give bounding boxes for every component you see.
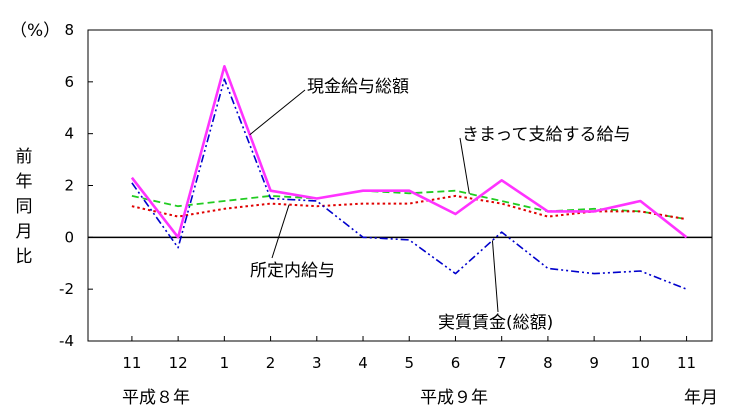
data-point bbox=[594, 273, 595, 274]
data-point bbox=[178, 247, 179, 248]
x-tick-label: 10 bbox=[631, 354, 650, 372]
series-annotation-3: 実質賃金(総額) bbox=[438, 313, 553, 333]
data-point bbox=[224, 208, 225, 209]
data-point bbox=[178, 216, 179, 217]
annotation-leader bbox=[249, 89, 306, 136]
data-point bbox=[547, 216, 548, 217]
data-point bbox=[131, 206, 132, 207]
data-point bbox=[224, 79, 225, 80]
data-point bbox=[455, 195, 456, 196]
data-point bbox=[270, 198, 271, 199]
data-point bbox=[640, 211, 641, 212]
data-point bbox=[409, 203, 410, 204]
data-point bbox=[363, 203, 364, 204]
year-label-h8: 平成８年 bbox=[122, 388, 190, 408]
data-point bbox=[178, 237, 179, 238]
series-line-1 bbox=[131, 189, 687, 221]
series-line-0 bbox=[130, 65, 688, 239]
data-point bbox=[270, 203, 271, 204]
x-tick-label: 5 bbox=[404, 354, 414, 372]
x-tick-label: 8 bbox=[543, 354, 553, 372]
annotation-leader bbox=[271, 204, 290, 259]
x-tick-label: 7 bbox=[497, 354, 507, 372]
data-point bbox=[270, 190, 271, 191]
data-point bbox=[455, 273, 456, 274]
annotation-leader bbox=[459, 137, 470, 194]
data-point bbox=[501, 180, 502, 181]
series-annotation-1: きまって支給する給与 bbox=[462, 125, 630, 145]
y-tick-label: 6 bbox=[64, 73, 74, 91]
data-point bbox=[501, 201, 502, 202]
x-tick-label: 12 bbox=[169, 354, 188, 372]
x-tick-label: 9 bbox=[589, 354, 599, 372]
x-tick-label: 1 bbox=[220, 354, 230, 372]
data-point bbox=[178, 206, 179, 207]
data-point bbox=[316, 201, 317, 202]
data-point bbox=[131, 177, 132, 178]
data-point bbox=[501, 232, 502, 233]
y-tick-label: -2 bbox=[59, 280, 74, 298]
x-tick-label: 4 bbox=[358, 354, 368, 372]
data-point bbox=[686, 289, 687, 290]
data-point bbox=[547, 211, 548, 212]
data-point bbox=[640, 271, 641, 272]
data-point bbox=[501, 203, 502, 204]
series-annotation-2: 所定内給与 bbox=[250, 261, 335, 281]
data-point bbox=[224, 66, 225, 67]
y-tick-label: 0 bbox=[64, 228, 74, 246]
x-tick-label: 11 bbox=[677, 354, 696, 372]
year-label-h9: 平成９年 bbox=[420, 388, 488, 408]
data-point bbox=[686, 219, 687, 220]
data-point bbox=[594, 208, 595, 209]
y-unit-label: （%） bbox=[10, 21, 60, 41]
data-point bbox=[455, 214, 456, 215]
data-point bbox=[547, 268, 548, 269]
series-line-2 bbox=[131, 194, 687, 221]
x-tick-label: 6 bbox=[451, 354, 461, 372]
y-axis-label: 前年同月比 bbox=[16, 147, 33, 267]
data-point bbox=[131, 182, 132, 183]
data-point bbox=[363, 237, 364, 238]
x-axis-label: 年月 bbox=[684, 388, 718, 408]
data-point bbox=[409, 239, 410, 240]
data-point bbox=[409, 193, 410, 194]
data-point bbox=[224, 201, 225, 202]
data-point bbox=[409, 190, 410, 191]
y-tick-label: 2 bbox=[64, 177, 74, 195]
data-point bbox=[640, 201, 641, 202]
x-tick-label: 3 bbox=[312, 354, 322, 372]
data-point bbox=[316, 206, 317, 207]
data-point bbox=[131, 195, 132, 196]
data-point bbox=[363, 190, 364, 191]
annotation-leader bbox=[491, 240, 499, 313]
data-point bbox=[316, 198, 317, 199]
y-tick-label: -4 bbox=[59, 332, 74, 350]
series-line-3 bbox=[131, 78, 687, 290]
data-point bbox=[455, 190, 456, 191]
data-point bbox=[686, 237, 687, 238]
x-tick-label: 11 bbox=[122, 354, 141, 372]
data-point bbox=[594, 211, 595, 212]
y-tick-label: 8 bbox=[64, 21, 74, 39]
x-tick-label: 2 bbox=[266, 354, 276, 372]
series-annotation-0: 現金給与総額 bbox=[307, 77, 409, 97]
y-tick-label: 4 bbox=[64, 125, 74, 143]
